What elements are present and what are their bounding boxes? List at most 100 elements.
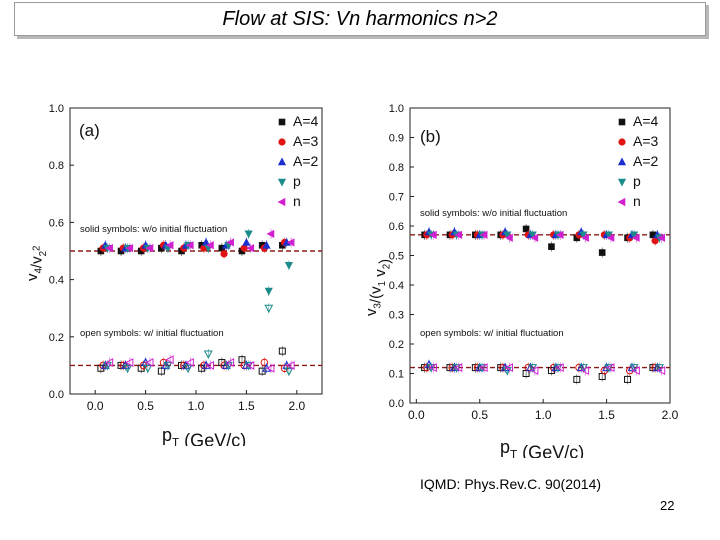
chart-b-point-n-open bbox=[428, 363, 437, 373]
chart-a-point-A=4-open bbox=[278, 347, 286, 355]
chart-b-xtick-label: 0.0 bbox=[408, 408, 425, 422]
chart-a-xtick-label: 2.0 bbox=[288, 399, 305, 413]
chart-b-point-n-solid bbox=[606, 233, 615, 242]
chart-b-point-n-solid bbox=[428, 230, 437, 239]
chart-b-point-n-solid bbox=[530, 233, 539, 242]
chart-b-point-n-solid bbox=[505, 233, 513, 242]
chart-a-point-A=2-open bbox=[221, 360, 231, 369]
chart-a-annotation-open: open symbols: w/ initial fluctuation bbox=[80, 328, 224, 339]
chart-b-ylabel: v3/(v1 v2) bbox=[363, 259, 394, 316]
chart-b-point-n-solid bbox=[631, 233, 640, 242]
chart-b-panel-label: (b) bbox=[420, 127, 441, 146]
chart-a-point-p-open bbox=[284, 367, 294, 376]
chart-b-point-n-solid bbox=[555, 230, 564, 239]
chart-b-ytick-label: 0.2 bbox=[389, 339, 404, 351]
chart-b-plot-frame bbox=[409, 107, 671, 404]
chart-b-legend-marker-n bbox=[617, 197, 626, 207]
chart-b-ytick-label: 0.3 bbox=[389, 310, 404, 322]
chart-b-point-n-solid bbox=[479, 230, 488, 239]
chart-a-point-p-open bbox=[183, 364, 193, 374]
chart-b-point-p-open bbox=[528, 364, 538, 373]
chart-b-svg: 0.0 0.1 0.2 0.3 0.4 0.5 0.6 0.7 0.8 0.9 1.0 0.0 0.5 1… bbox=[363, 103, 679, 462]
chart-a-point-p-open bbox=[103, 361, 112, 371]
chart-a-point-n-open bbox=[165, 355, 174, 365]
chart-b-point-p-open bbox=[578, 364, 588, 373]
chart-b-ytick-label: 0.0 bbox=[389, 398, 404, 410]
chart-b-legend-marker-A=2 bbox=[617, 157, 627, 166]
chart-a-annotation-solid: solid symbols: w/o initial fluctuation bbox=[80, 224, 227, 235]
chart-a-point-A=2-solid bbox=[242, 237, 251, 246]
chart-a-point-n-open bbox=[185, 358, 194, 367]
chart-b-point-n-open bbox=[453, 363, 463, 373]
chart-b-ytick-label: 0.1 bbox=[389, 369, 404, 381]
title-box: Flow at SIS: Vn harmonics n>2 bbox=[14, 2, 706, 36]
chart-b-ytick-label: 0.4 bbox=[389, 280, 404, 292]
chart-a-point-n-solid bbox=[125, 244, 134, 253]
chart-a-point-p-solid bbox=[244, 230, 253, 239]
chart-b-point-p-open bbox=[655, 364, 664, 373]
chart-a-ytick-label: 0.0 bbox=[49, 389, 64, 401]
chart-a-point-n-open bbox=[205, 360, 214, 370]
chart-a-point-p-solid bbox=[284, 262, 294, 270]
chart-a-ytick-label: 0.2 bbox=[49, 332, 64, 344]
chart-b-xtick-label: 1.0 bbox=[535, 408, 552, 422]
chart-a-point-n-solid bbox=[185, 241, 194, 250]
chart-panel-b: 0.0 0.1 0.2 0.3 0.4 0.5 0.6 0.7 0.8 0.9 1.0 0.0 0.5 1… bbox=[360, 96, 690, 462]
chart-b-annotation-open: open symbols: w/ initial fluctuation bbox=[420, 328, 564, 339]
chart-b-legend-marker-A=3 bbox=[618, 138, 626, 146]
chart-a-legend-marker-A=4 bbox=[278, 118, 286, 126]
chart-b-point-A=4-open bbox=[624, 375, 632, 383]
chart-a-point-p-open bbox=[163, 361, 173, 371]
chart-b-legend-label-n: n bbox=[633, 193, 641, 209]
chart-a-point-p-open bbox=[203, 350, 213, 359]
chart-a-point-n-solid bbox=[226, 238, 234, 247]
chart-b-xtick-label: 0.5 bbox=[471, 408, 488, 422]
chart-b-point-n-solid bbox=[454, 230, 463, 239]
chart-b-legend-marker-A=4 bbox=[618, 118, 626, 126]
chart-b-point-A=4-open bbox=[573, 375, 581, 383]
chart-a-legend-label-A=4: A=4 bbox=[293, 113, 319, 129]
chart-a-point-A=3-open bbox=[260, 358, 269, 367]
chart-b-point-n-open bbox=[656, 366, 666, 375]
chart-a-point-n-solid bbox=[286, 238, 295, 247]
chart-b-point-n-open bbox=[606, 363, 615, 373]
page-number: 22 bbox=[660, 498, 675, 513]
chart-b-point-n-solid bbox=[581, 233, 589, 242]
chart-a-legend-label-A=3: A=3 bbox=[293, 133, 319, 149]
chart-a-point-A=4-open bbox=[157, 367, 165, 375]
reference-text: IQMD: Phys.Rev.C. 90(2014) bbox=[420, 476, 602, 492]
chart-b-point-A=4-solid bbox=[548, 243, 555, 250]
chart-a-point-p-open bbox=[123, 364, 133, 374]
chart-b-point-n-solid bbox=[657, 233, 666, 242]
chart-b-point-n-open bbox=[580, 366, 590, 375]
chart-b-point-p-solid bbox=[503, 231, 512, 240]
chart-a-point-p-open bbox=[143, 364, 153, 374]
chart-a-ytick-label: 1.0 bbox=[49, 103, 64, 115]
chart-b-point-n-open bbox=[631, 366, 640, 375]
chart-b-point-n-open bbox=[530, 366, 539, 375]
chart-b-annotation-solid: solid symbols: w/o initial fluctuation bbox=[420, 208, 567, 219]
chart-b-legend-label-A=4: A=4 bbox=[633, 113, 659, 129]
chart-a-point-n-open bbox=[145, 358, 154, 367]
chart-b-ytick-label: 0.8 bbox=[389, 162, 404, 174]
chart-a-point-n-solid bbox=[165, 241, 174, 250]
chart-b-point-p-solid bbox=[630, 231, 639, 240]
chart-a-point-n-solid bbox=[145, 244, 154, 253]
chart-a-xtick-label: 0.0 bbox=[87, 399, 104, 413]
chart-b-xtick-label: 2.0 bbox=[662, 408, 679, 422]
chart-a-ytick-label: 0.8 bbox=[49, 160, 64, 172]
chart-a-point-n-open bbox=[266, 363, 275, 373]
chart-b-ytick-label: 0.5 bbox=[389, 251, 404, 263]
chart-b-ytick-label: 0.7 bbox=[389, 192, 404, 204]
chart-b-ytick-label: 1.0 bbox=[389, 103, 404, 115]
chart-a-xtick-label: 1.5 bbox=[238, 399, 255, 413]
chart-a-ytick-label: 0.6 bbox=[49, 217, 64, 229]
chart-b-ytick-label: 0.6 bbox=[389, 221, 404, 233]
chart-a-legend-label-n: n bbox=[293, 193, 301, 209]
chart-b-point-n-open bbox=[479, 363, 488, 373]
chart-b-legend-label-A=3: A=3 bbox=[633, 133, 659, 149]
chart-b-ytick-label: 0.9 bbox=[389, 133, 404, 145]
chart-a-point-n-open bbox=[286, 360, 295, 370]
chart-a-legend-marker-A=3 bbox=[278, 138, 286, 146]
chart-b-point-p-solid bbox=[579, 231, 588, 240]
